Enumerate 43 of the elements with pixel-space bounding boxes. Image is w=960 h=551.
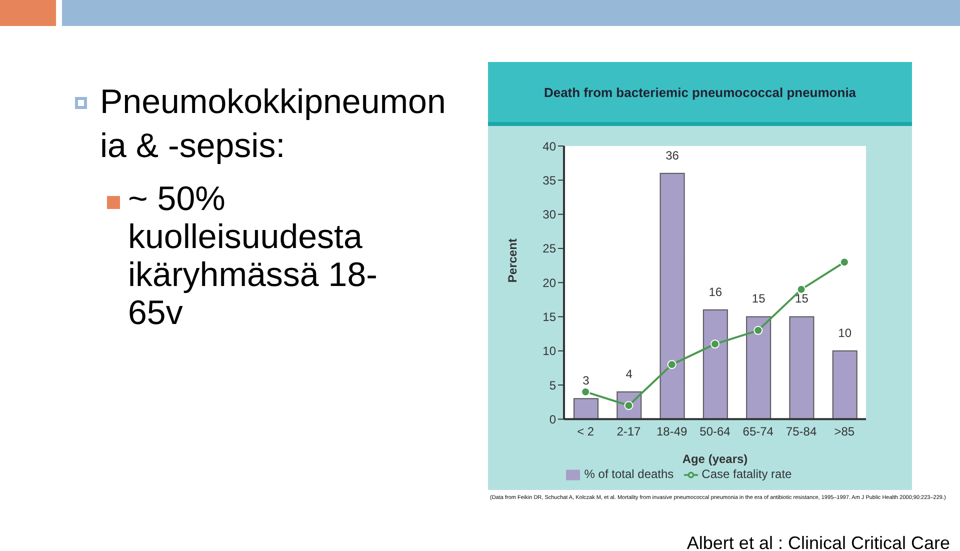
y-tick-label: 5 xyxy=(549,378,556,392)
bar xyxy=(746,316,772,420)
x-tick-label: < 2 xyxy=(577,424,594,439)
x-tick-label: 75-84 xyxy=(786,424,817,439)
y-tick-label: 15 xyxy=(542,310,556,324)
data-label: 10 xyxy=(838,326,852,340)
y-axis-title: Percent xyxy=(505,238,520,283)
point xyxy=(796,284,806,294)
y-tick-label: 25 xyxy=(542,242,556,256)
text: Albert et al : Clinical Critical Care xyxy=(686,533,950,551)
y-tick-label: 0 xyxy=(549,412,556,426)
legend-label: % of total deaths xyxy=(584,467,674,482)
point xyxy=(710,340,720,349)
legend-label: Case fatality rate xyxy=(702,467,792,482)
point xyxy=(754,326,763,335)
point xyxy=(581,387,590,396)
bar xyxy=(789,316,814,420)
y-tick-label: 40 xyxy=(542,139,556,154)
text: Pneumokokkipneumonia & -sepsis: xyxy=(100,82,447,167)
y-tick-label: 35 xyxy=(542,173,556,188)
bar xyxy=(702,309,728,420)
x-tick-label: 18-49 xyxy=(656,424,688,439)
x-tick-label: >85 xyxy=(834,424,855,439)
y-tick-label: 30 xyxy=(542,208,556,222)
bar xyxy=(660,172,685,420)
point xyxy=(667,360,676,370)
x-tick-label: 50-64 xyxy=(700,424,731,439)
data-label: 3 xyxy=(582,374,590,388)
chart-title: Death from bacteriemic pneumococcal pneumonia xyxy=(488,62,912,126)
data-label: 4 xyxy=(626,366,633,381)
bar xyxy=(832,350,858,420)
data-label: 36 xyxy=(666,148,680,162)
x-tick-label: 2-17 xyxy=(616,424,642,439)
bar xyxy=(574,398,598,420)
data-label: 15 xyxy=(752,292,766,306)
text: ~ 50% kuolleisuudesta ikäryhmässä 18-65v xyxy=(128,180,378,332)
data-label: 16 xyxy=(708,284,722,299)
x-axis-title: Age (years) xyxy=(682,452,748,466)
x-tick-label: 65-74 xyxy=(742,424,774,439)
y-tick-label: 20 xyxy=(542,276,556,290)
point xyxy=(840,258,849,267)
data-label: 15 xyxy=(795,292,809,306)
y-tick-label: 10 xyxy=(542,344,556,358)
